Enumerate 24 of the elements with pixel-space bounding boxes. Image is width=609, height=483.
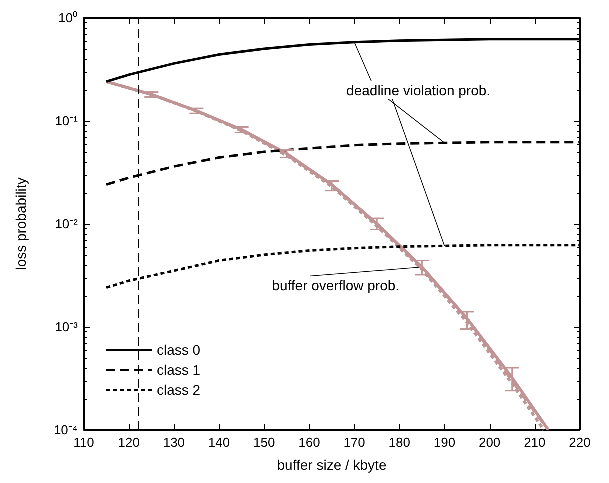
annotation: buffer overflow prob. bbox=[272, 277, 400, 294]
y-tick-label: 10⁻² bbox=[55, 216, 79, 232]
x-tick-label: 210 bbox=[524, 435, 546, 450]
x-tick-label: 170 bbox=[344, 435, 366, 450]
y-tick-label: 10⁰ bbox=[58, 10, 78, 26]
x-tick-label: 200 bbox=[478, 435, 501, 450]
y-tick-label: 10⁻³ bbox=[55, 320, 79, 334]
y-tick-label: 10⁻⁴ bbox=[54, 422, 78, 438]
x-tick-label: 180 bbox=[388, 435, 410, 450]
x-axis-title: buffer size / kbyte bbox=[277, 457, 387, 473]
x-tick-label: 150 bbox=[254, 435, 276, 450]
y-tick-label: 10⁻¹ bbox=[55, 114, 79, 128]
y-axis-title: loss probability bbox=[13, 178, 29, 270]
x-tick-label: 190 bbox=[434, 435, 456, 450]
x-tick-label: 140 bbox=[208, 435, 230, 450]
legend-label: class 0 bbox=[157, 342, 201, 358]
legend-label: class 2 bbox=[157, 382, 201, 398]
x-tick-label: 220 bbox=[569, 435, 591, 450]
x-tick-label: 120 bbox=[118, 435, 140, 450]
x-tick-label: 110 bbox=[74, 435, 94, 450]
x-tick-label: 160 bbox=[298, 435, 320, 450]
x-tick-label: 130 bbox=[163, 435, 186, 450]
annotation: deadline violation prob. bbox=[346, 82, 491, 98]
legend-label: class 1 bbox=[157, 362, 201, 378]
